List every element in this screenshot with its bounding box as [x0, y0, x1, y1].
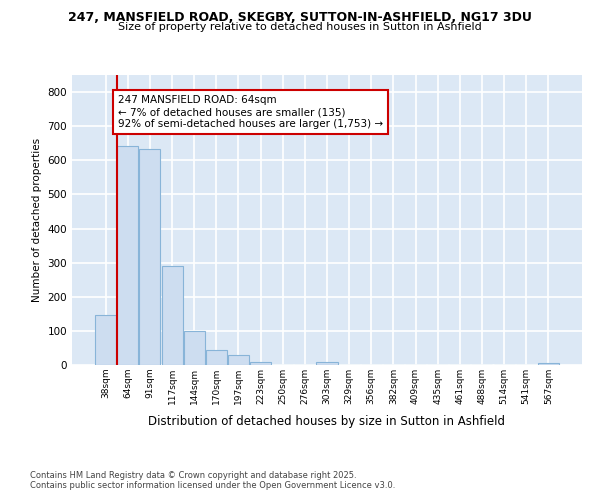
Bar — [228, 355, 249, 365]
Bar — [316, 362, 338, 365]
Bar — [250, 362, 271, 365]
Bar — [95, 314, 116, 365]
Text: 247 MANSFIELD ROAD: 64sqm
← 7% of detached houses are smaller (135)
92% of semi-: 247 MANSFIELD ROAD: 64sqm ← 7% of detach… — [118, 96, 383, 128]
Bar — [538, 362, 559, 365]
Y-axis label: Number of detached properties: Number of detached properties — [32, 138, 42, 302]
Bar — [118, 146, 139, 365]
Text: 247, MANSFIELD ROAD, SKEGBY, SUTTON-IN-ASHFIELD, NG17 3DU: 247, MANSFIELD ROAD, SKEGBY, SUTTON-IN-A… — [68, 11, 532, 24]
Bar — [139, 150, 160, 365]
Bar — [184, 331, 205, 365]
Text: Contains HM Land Registry data © Crown copyright and database right 2025.: Contains HM Land Registry data © Crown c… — [30, 471, 356, 480]
Text: Contains public sector information licensed under the Open Government Licence v3: Contains public sector information licen… — [30, 481, 395, 490]
Bar — [161, 266, 182, 365]
X-axis label: Distribution of detached houses by size in Sutton in Ashfield: Distribution of detached houses by size … — [149, 416, 505, 428]
Text: Size of property relative to detached houses in Sutton in Ashfield: Size of property relative to detached ho… — [118, 22, 482, 32]
Bar — [206, 350, 227, 365]
